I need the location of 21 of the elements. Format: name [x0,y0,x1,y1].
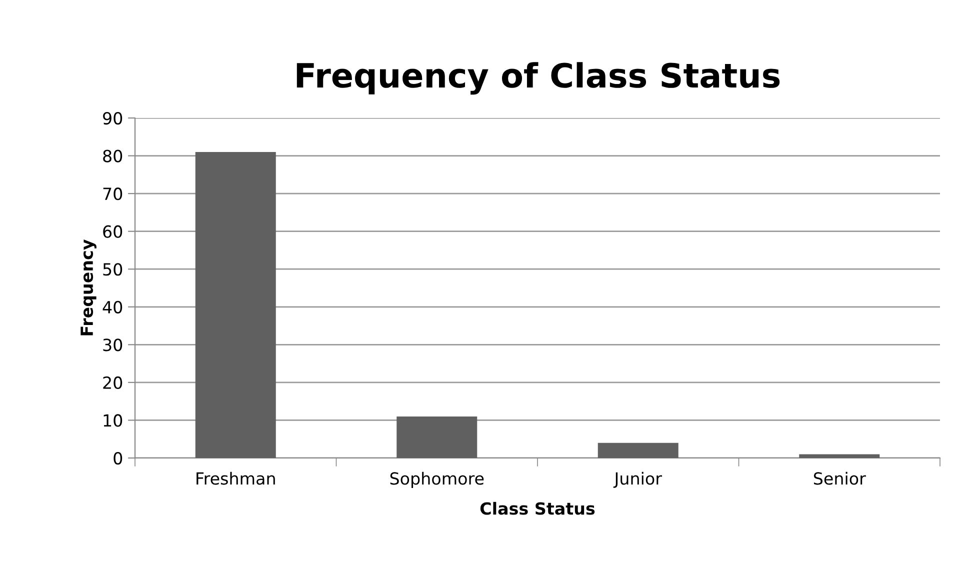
y-tick-label: 0 [114,452,122,465]
y-tick-label: 40 [102,300,122,314]
y-tick-label: 10 [104,414,122,427]
y-tick-label: 80 [103,150,122,162]
y-tick-label: 90 [103,112,122,125]
bar [396,416,478,458]
y-tick-label: 30 [103,338,122,352]
y-tick-label: 60 [103,225,122,238]
x-tick-label: Senior [814,472,866,485]
x-tick-label: Freshman [196,472,275,485]
bar [799,454,880,458]
y-tick-label: 50 [103,263,122,276]
chart-title: Frequency of Class Status [296,62,780,95]
y-tick-label: 70 [103,188,122,200]
bar [598,442,678,458]
x-axis-title: Class Status [480,502,595,515]
bar [195,152,276,458]
x-tick-label: Junior [613,472,662,488]
y-tick-label: 20 [103,376,122,390]
x-tick-label: Sophomore [390,472,484,488]
y-axis-title: Frequency [80,240,96,336]
